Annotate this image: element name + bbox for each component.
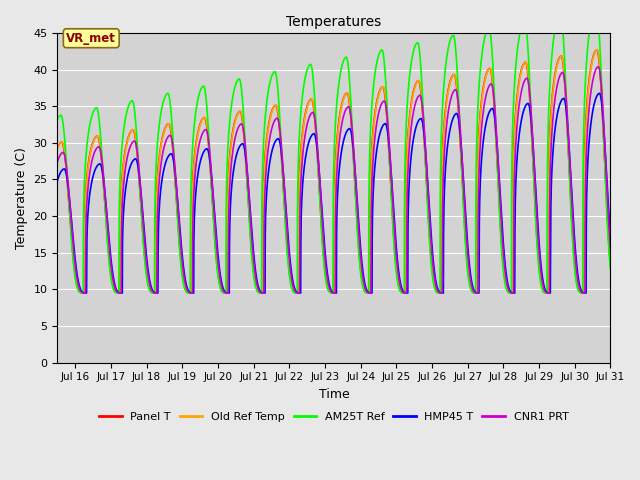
AM25T Ref (536, 276, 544, 282)
Old Ref Temp (266, 119, 273, 125)
AM25T Ref (116, 167, 124, 172)
Panel T (150, 290, 157, 296)
Panel T (596, 68, 604, 73)
AM25T Ref (150, 290, 157, 296)
HMP45 T (266, 161, 273, 167)
HMP45 T (536, 254, 544, 260)
Panel T (294, 290, 302, 296)
Old Ref Temp (290, 288, 298, 293)
Line: AM25T Ref: AM25T Ref (58, 6, 611, 293)
Old Ref Temp (596, 64, 604, 70)
CNR1 PRT (150, 289, 157, 295)
CNR1 PRT (607, 246, 614, 252)
AM25T Ref (579, 290, 587, 296)
CNR1 PRT (596, 69, 604, 75)
Old Ref Temp (536, 271, 544, 276)
CNR1 PRT (536, 260, 544, 265)
HMP45 T (290, 281, 298, 287)
Text: VR_met: VR_met (67, 32, 116, 45)
CNR1 PRT (290, 285, 298, 290)
CNR1 PRT (116, 290, 124, 296)
AM25T Ref (54, 117, 61, 122)
AM25T Ref (290, 289, 298, 295)
Panel T (290, 288, 298, 294)
Panel T (593, 47, 601, 53)
HMP45 T (607, 237, 614, 243)
Line: Panel T: Panel T (58, 50, 611, 293)
Old Ref Temp (402, 290, 410, 296)
Panel T (266, 118, 273, 123)
AM25T Ref (592, 3, 600, 9)
HMP45 T (116, 290, 124, 296)
AM25T Ref (607, 267, 614, 273)
Line: Old Ref Temp: Old Ref Temp (58, 50, 611, 293)
Line: HMP45 T: HMP45 T (58, 93, 611, 293)
Old Ref Temp (54, 145, 61, 151)
Panel T (54, 145, 61, 151)
Legend: Panel T, Old Ref Temp, AM25T Ref, HMP45 T, CNR1 PRT: Panel T, Old Ref Temp, AM25T Ref, HMP45 … (95, 408, 573, 427)
Old Ref Temp (607, 258, 614, 264)
HMP45 T (54, 178, 61, 183)
Line: CNR1 PRT: CNR1 PRT (58, 67, 611, 293)
Panel T (607, 262, 614, 267)
Old Ref Temp (150, 290, 157, 296)
Y-axis label: Temperature (C): Temperature (C) (15, 147, 28, 249)
CNR1 PRT (266, 137, 273, 143)
Old Ref Temp (116, 218, 124, 224)
Old Ref Temp (593, 47, 601, 53)
Panel T (536, 273, 544, 279)
CNR1 PRT (54, 159, 61, 165)
HMP45 T (404, 290, 412, 296)
X-axis label: Time: Time (319, 388, 349, 401)
CNR1 PRT (595, 64, 602, 70)
AM25T Ref (596, 44, 604, 49)
Panel T (116, 206, 124, 212)
CNR1 PRT (545, 290, 553, 296)
HMP45 T (596, 91, 604, 97)
HMP45 T (150, 288, 157, 294)
AM25T Ref (266, 82, 273, 87)
Title: Temperatures: Temperatures (286, 15, 381, 29)
HMP45 T (596, 90, 604, 96)
